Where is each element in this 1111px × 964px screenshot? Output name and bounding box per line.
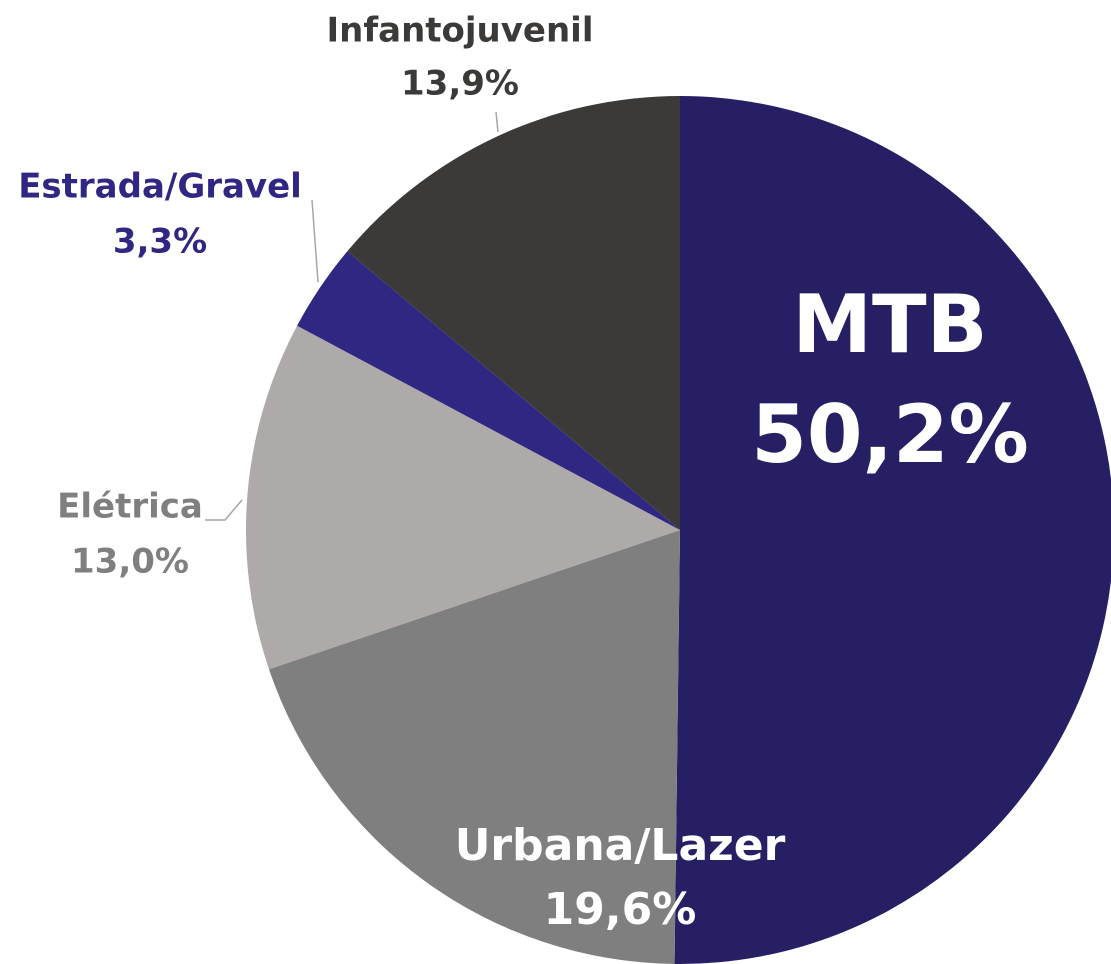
leader-line (495, 111, 499, 133)
pie-slice (297, 251, 680, 531)
slice-label: Estrada/Gravel (18, 167, 302, 207)
slice-value-label: 13,0% (71, 542, 189, 582)
pie-slice (268, 530, 680, 964)
slice-value-label: 50,2% (751, 388, 1029, 481)
slice-value-label: 3,3% (113, 222, 207, 262)
slice-value-label: 19,6% (544, 884, 697, 935)
slice-label: Elétrica (57, 487, 203, 527)
slice-label: Urbana/Lazer (455, 820, 786, 871)
slice-label: MTB (792, 278, 987, 371)
pie-slice (347, 95, 680, 531)
slice-value-label: 13,9% (401, 64, 519, 104)
leader-line (311, 199, 319, 283)
pie-slice (674, 96, 1111, 964)
slice-label: Infantojuvenil (326, 11, 593, 51)
pie-slice (246, 325, 680, 670)
leader-line (205, 499, 243, 521)
